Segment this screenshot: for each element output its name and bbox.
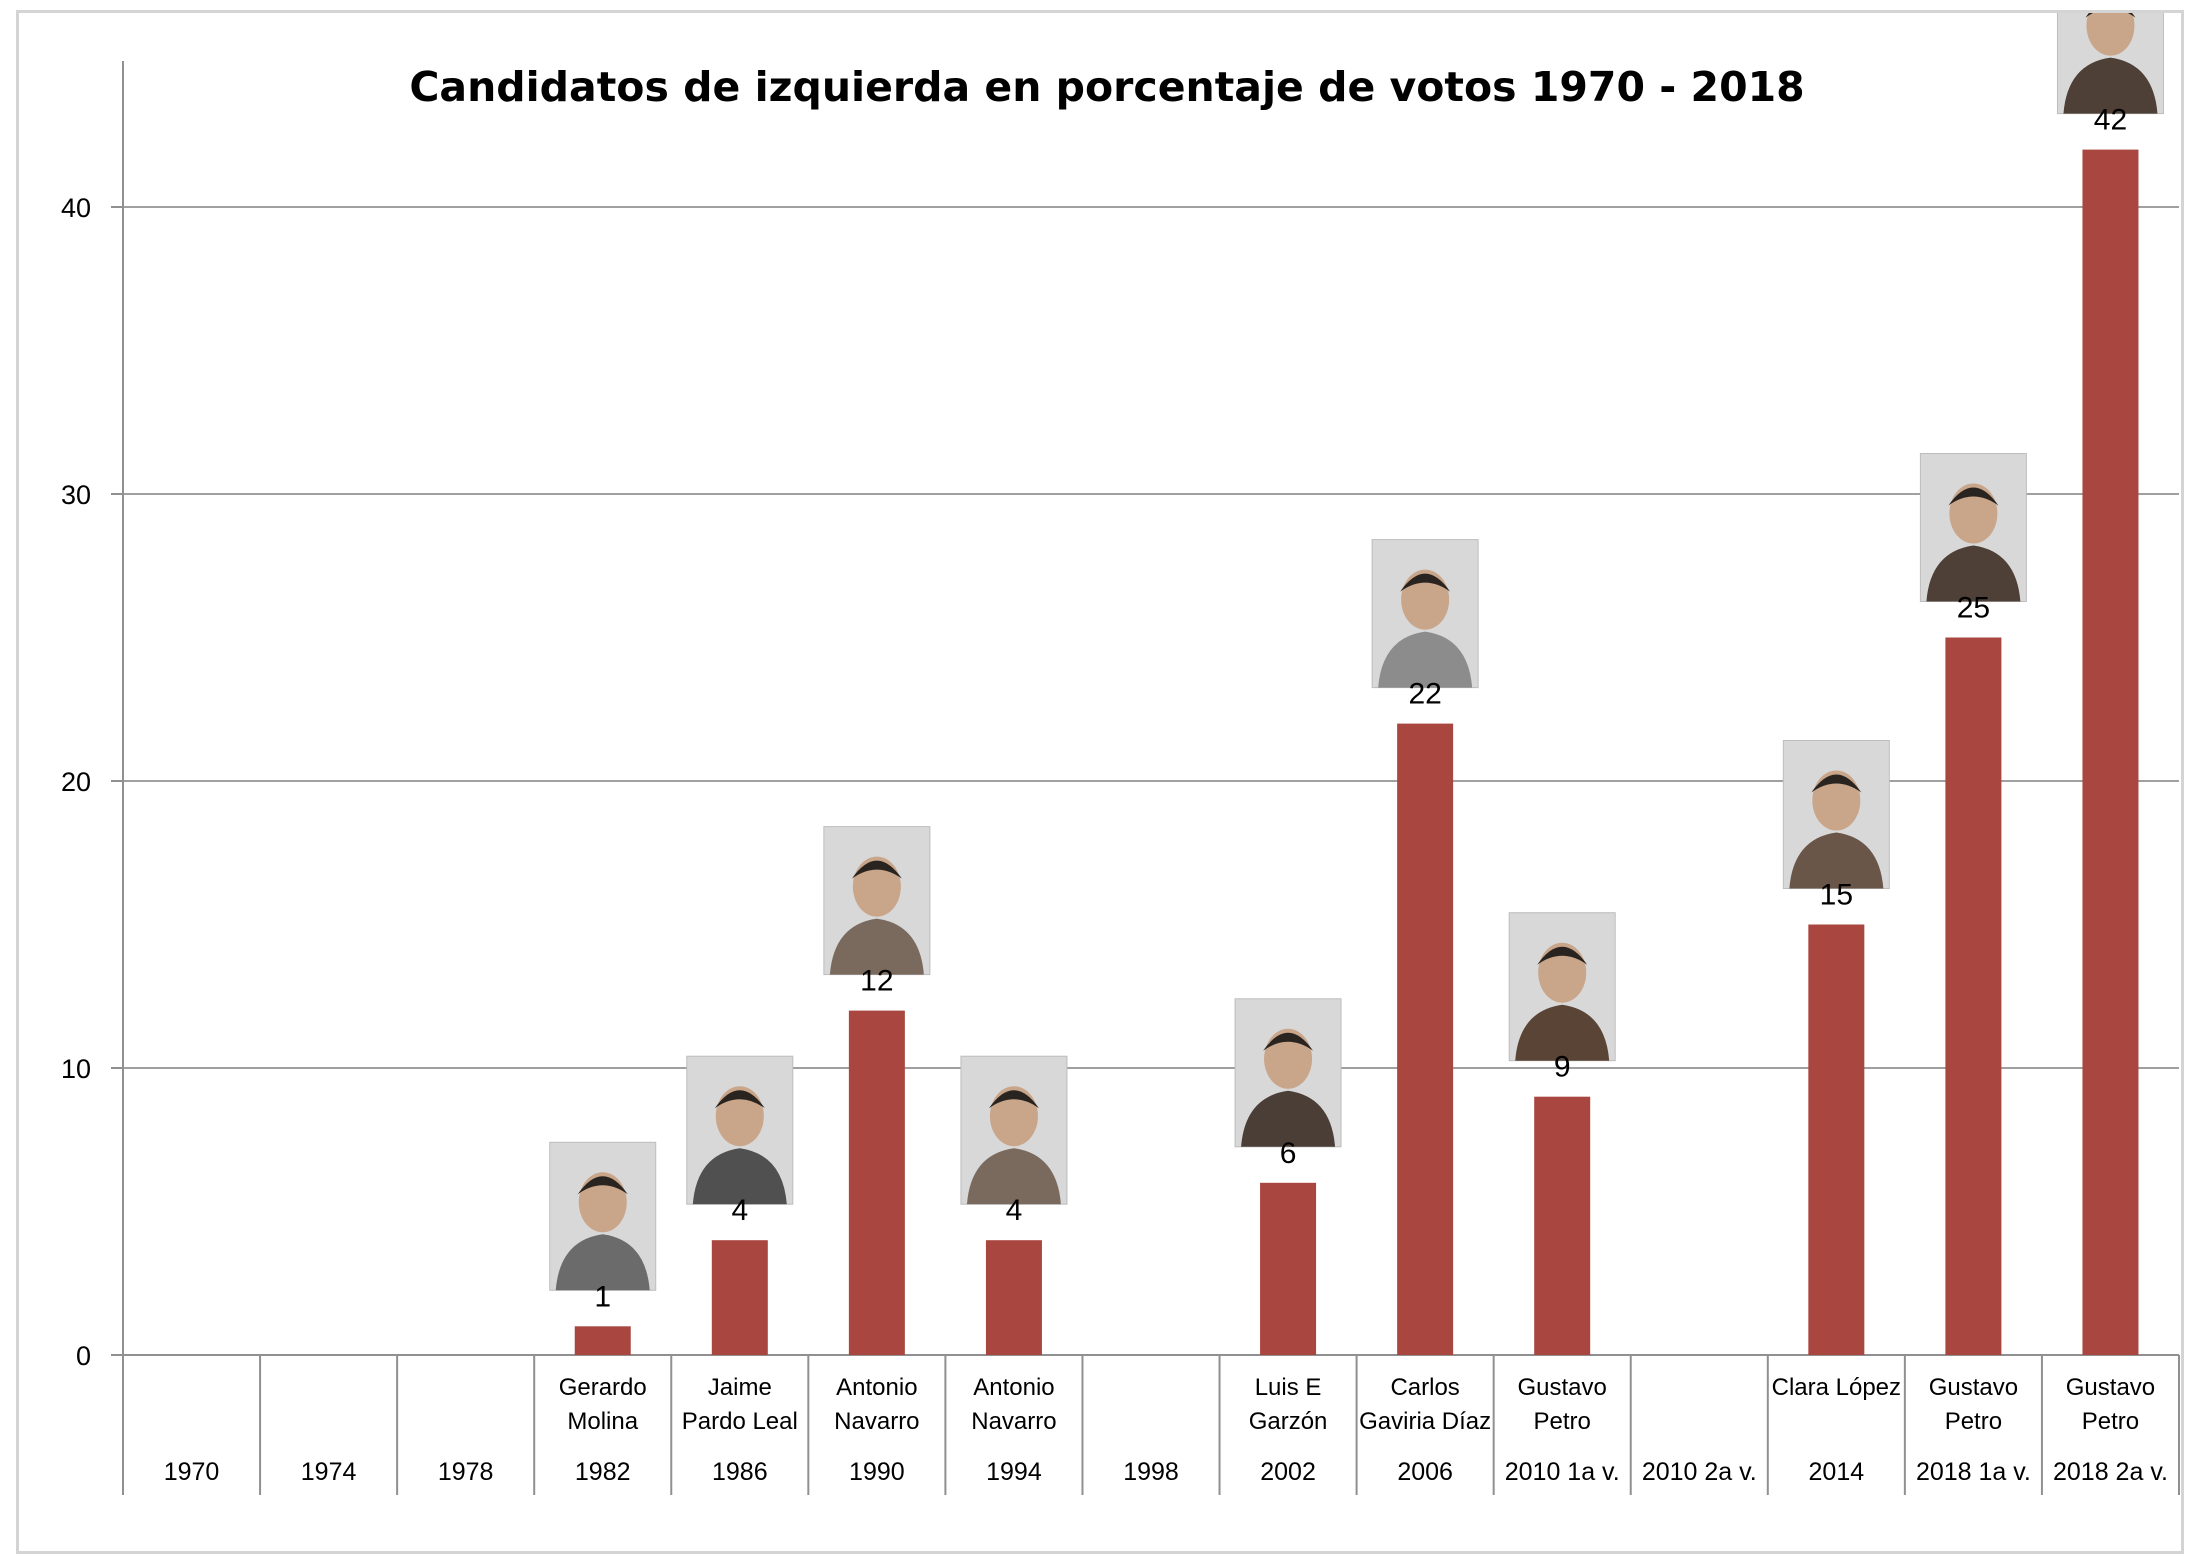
- candidate-name: Clara López: [1772, 1374, 1901, 1401]
- photo-hair: [1811, 774, 1862, 793]
- candidate-name: Navarro: [971, 1408, 1056, 1435]
- x-category-year: 2006: [1397, 1458, 1453, 1486]
- bar-chart: Candidatos de izquierda en porcentaje de…: [61, 0, 2180, 1495]
- photo-shoulders: [1241, 1090, 1336, 1147]
- photo-shoulders: [555, 1234, 650, 1291]
- x-category-year: 2002: [1260, 1458, 1316, 1486]
- photo-hair: [988, 1090, 1039, 1109]
- x-category-year: 2010 2a v.: [1642, 1458, 1757, 1486]
- photo-hair: [714, 1090, 765, 1109]
- data-label: 6: [1280, 1137, 1297, 1170]
- bar: [1534, 1096, 1591, 1355]
- candidate-name: Petro: [1945, 1408, 2002, 1435]
- x-category-year: 1978: [438, 1458, 494, 1486]
- candidate-name: Molina: [567, 1408, 638, 1435]
- x-category-year: 2014: [1809, 1458, 1865, 1486]
- x-category-year: 1990: [849, 1458, 905, 1486]
- photo-shoulders: [1515, 1004, 1610, 1061]
- x-category-year: 1982: [575, 1458, 631, 1486]
- candidate-name: Gustavo: [2066, 1374, 2155, 1401]
- candidate-name: Antonio: [973, 1374, 1054, 1401]
- candidate-photo: [2056, 0, 2164, 115]
- data-label: 22: [1408, 678, 1441, 711]
- photo-hair: [1263, 1032, 1314, 1051]
- x-category-year: 2018 1a v.: [1916, 1458, 2031, 1486]
- gridlines: [123, 206, 2179, 1069]
- candidate-name: Carlos: [1390, 1374, 1459, 1401]
- candidate-photo: [1508, 912, 1616, 1062]
- x-category-year: 1986: [712, 1458, 768, 1486]
- x-category-year: 1974: [301, 1458, 357, 1486]
- data-label: 1: [594, 1280, 611, 1313]
- candidate-name: Gerardo: [559, 1374, 647, 1401]
- candidate-name: Petro: [1534, 1408, 1591, 1435]
- candidate-name: Garzón: [1249, 1408, 1328, 1435]
- candidate-name: Gustavo: [1518, 1374, 1607, 1401]
- candidate-name: Gustavo: [1929, 1374, 2018, 1401]
- data-label: 42: [2094, 104, 2127, 137]
- candidate-photo: [1782, 740, 1890, 889]
- x-category-year: 2010 1a v.: [1505, 1458, 1620, 1486]
- chart-frame: Candidatos de izquierda en porcentaje de…: [16, 0, 2184, 1554]
- photo-hair: [577, 1176, 628, 1195]
- data-labels: 1 4 12 4 6 22 9 15 25 42: [594, 104, 2127, 1314]
- photo-hair: [1400, 573, 1451, 592]
- candidate-photo: [1919, 453, 2027, 602]
- photo-shoulders: [829, 918, 924, 975]
- photo-shoulders: [1926, 545, 2021, 602]
- photo-shoulders: [966, 1148, 1061, 1205]
- photo-shoulders: [1789, 832, 1884, 889]
- bar: [1808, 924, 1865, 1355]
- candidate-photo: [823, 826, 931, 976]
- bar: [711, 1240, 768, 1355]
- data-label: 15: [1820, 879, 1853, 912]
- bar: [1397, 723, 1454, 1355]
- candidate-photos: [549, 0, 2164, 1291]
- photo-shoulders: [1378, 631, 1473, 688]
- y-tick-label: 20: [61, 767, 91, 797]
- candidate-photo: [686, 1055, 794, 1205]
- y-axis: 0 10 20 30 40: [61, 61, 124, 1371]
- bar: [848, 1010, 905, 1355]
- bar: [574, 1326, 631, 1355]
- candidate-photo: [1371, 539, 1479, 689]
- photo-shoulders: [692, 1148, 787, 1205]
- photo-hair: [1537, 946, 1588, 965]
- data-label: 25: [1957, 592, 1990, 625]
- bar: [2082, 149, 2139, 1356]
- candidate-name: Antonio: [836, 1374, 917, 1401]
- data-label: 9: [1554, 1051, 1571, 1084]
- x-category-year: 2018 2a v.: [2053, 1458, 2168, 1486]
- data-label: 4: [731, 1194, 748, 1227]
- x-axis: 1970 1974 1978 1982 Gerardo Molina 1986 Jaime Pa…: [122, 1354, 2180, 1495]
- candidate-name: Pardo Leal: [682, 1408, 798, 1435]
- candidate-name: Petro: [2082, 1408, 2139, 1435]
- candidate-photo: [549, 1141, 657, 1291]
- photo-hair: [851, 860, 902, 879]
- data-label: 4: [1006, 1194, 1023, 1227]
- data-label: 12: [860, 965, 893, 998]
- candidate-name: Navarro: [834, 1408, 919, 1435]
- y-tick-label: 10: [61, 1054, 91, 1084]
- y-tick-label: 0: [76, 1341, 91, 1371]
- bar: [985, 1240, 1042, 1355]
- y-tick-label: 40: [61, 193, 91, 223]
- bars: [574, 149, 2139, 1356]
- candidate-photo: [960, 1055, 1068, 1205]
- candidate-name: Luis E: [1255, 1374, 1322, 1401]
- candidate-name: Jaime: [708, 1374, 772, 1401]
- bar: [1945, 637, 2002, 1355]
- x-category-year: 1970: [164, 1458, 220, 1486]
- photo-face: [2086, 0, 2135, 56]
- candidate-name: Gaviria Díaz: [1359, 1408, 1491, 1435]
- photo-shoulders: [2063, 57, 2158, 114]
- x-category-year: 1998: [1123, 1458, 1179, 1486]
- x-category-year: 1994: [986, 1458, 1042, 1486]
- photo-hair: [1948, 487, 1999, 506]
- chart-title: Candidatos de izquierda en porcentaje de…: [409, 63, 1804, 111]
- y-tick-label: 30: [61, 480, 91, 510]
- bar: [1260, 1182, 1317, 1355]
- candidate-photo: [1234, 998, 1342, 1148]
